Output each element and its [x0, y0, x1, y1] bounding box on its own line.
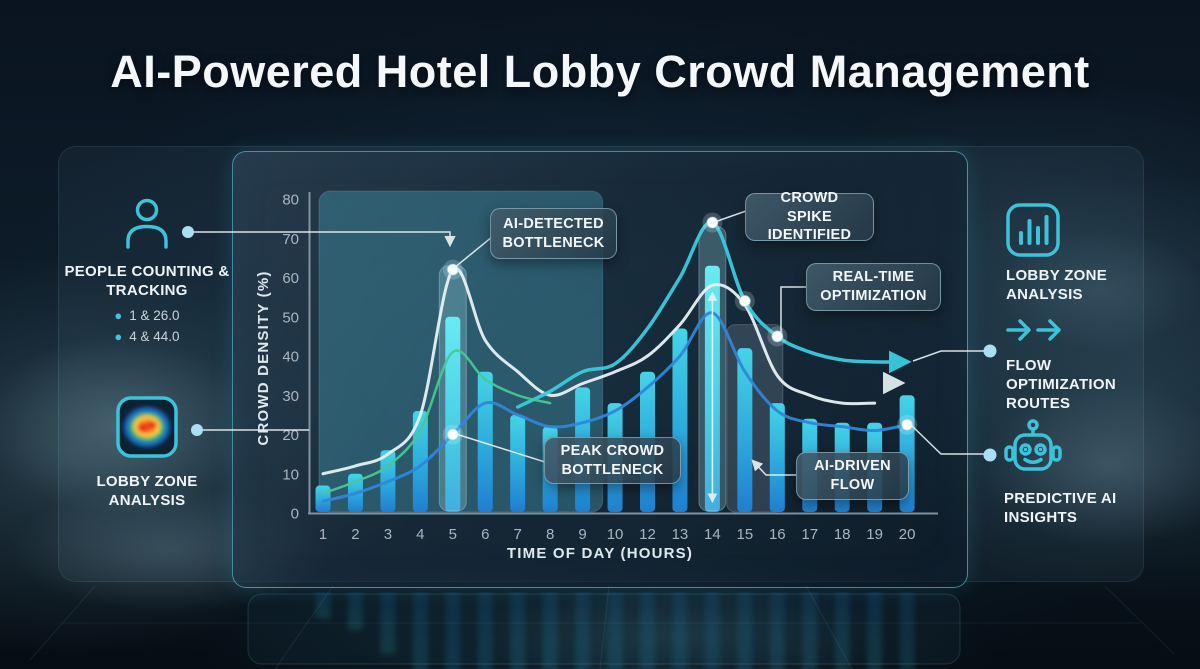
floor-reflection	[315, 592, 915, 669]
person-icon	[126, 198, 168, 249]
predictive-ai-label: PREDICTIVE AI INSIGHTS	[1004, 490, 1117, 527]
panel-people-counting: PEOPLE COUNTING & TRACKING ● 1 & 26.0 ● 4 …	[62, 198, 232, 348]
bullet-dot-icon: ●	[114, 308, 123, 324]
people-counting-label: PEOPLE COUNTING & TRACKING	[64, 263, 230, 300]
callout-ai-detected-bottleneck: AI-DETECTED BOTTLENECK	[490, 208, 617, 259]
lobby-zone-left-label: LOBBY ZONE ANALYSIS	[96, 473, 198, 510]
robot-icon	[1004, 419, 1062, 471]
bullet-value: 4 & 44.0	[129, 329, 180, 345]
page-title: AI-Powered Hotel Lobby Crowd Management	[110, 46, 1090, 97]
panel-lobby-zone-right: LOBBY ZONE ANALYSIS	[1006, 203, 1134, 304]
callout-ai-driven-flow: AI-DRIVEN FLOW	[796, 452, 909, 500]
bullet-dot-icon: ●	[114, 329, 123, 345]
people-counting-bullets: ● 1 & 26.0 ● 4 & 44.0	[114, 306, 179, 348]
heatmap-icon	[116, 396, 178, 458]
flow-routes-label: FLOW OPTIMIZATION ROUTES	[1006, 357, 1116, 413]
bar-chart-icon	[1006, 203, 1060, 257]
callout-real-time-optimization: REAL-TIME OPTIMIZATION	[806, 263, 941, 311]
lobby-zone-right-label: LOBBY ZONE ANALYSIS	[1006, 267, 1108, 304]
bullet-value: 1 & 26.0	[129, 308, 180, 324]
panel-lobby-zone-left: LOBBY ZONE ANALYSIS	[82, 396, 212, 510]
floor-grid-lines	[29, 585, 1176, 669]
panel-predictive-ai: PREDICTIVE AI INSIGHTS	[1004, 418, 1132, 527]
callout-crowd-spike-identified: CROWD SPIKE IDENTIFIED	[745, 190, 874, 243]
callout-peak-crowd-bottleneck: PEAK CROWD BOTTLENECK	[544, 437, 681, 484]
panel-flow-routes: FLOW OPTIMIZATION ROUTES	[1006, 316, 1134, 414]
flow-arrows-icon	[1006, 319, 1061, 341]
